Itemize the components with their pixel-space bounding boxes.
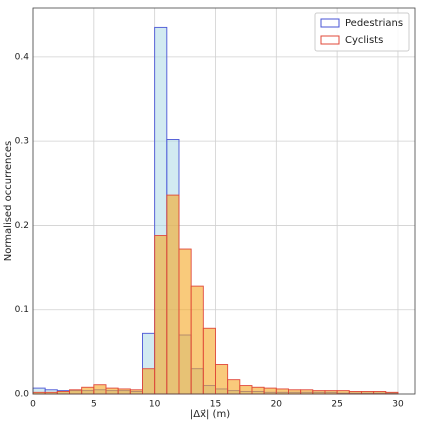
y-tick-label: 0.1 (15, 305, 29, 315)
histogram-bar (324, 390, 338, 395)
histogram-bar (215, 364, 229, 395)
histogram-bar (251, 386, 265, 395)
histogram-bar (190, 285, 204, 395)
x-tick-label: 30 (392, 400, 404, 410)
legend-label: Cyclists (345, 35, 383, 46)
histogram-bar (93, 384, 107, 395)
legend-label: Pedestrians (345, 18, 403, 29)
histogram-bar (288, 389, 302, 395)
x-tick-label: 5 (91, 400, 97, 410)
histogram-bar (178, 248, 192, 395)
histogram-bar (239, 385, 253, 395)
x-tick-label: 10 (149, 400, 161, 410)
histogram-bar (336, 390, 350, 395)
histogram-bar (81, 386, 95, 395)
y-tick-label: 0.3 (15, 137, 29, 147)
x-tick-label: 20 (271, 400, 283, 410)
histogram-bar (275, 388, 289, 395)
histogram-bar (227, 379, 241, 395)
histogram-bar (312, 390, 326, 395)
legend-swatch (320, 35, 340, 45)
histogram-bar (300, 389, 314, 395)
histogram-bar (129, 389, 143, 395)
y-tick-label: 0.0 (15, 390, 30, 400)
x-tick-label: 15 (210, 400, 221, 410)
histogram-bar (263, 387, 277, 395)
x-tick-label: 25 (331, 400, 342, 410)
histogram-bar (142, 368, 156, 395)
plot-frame (32, 7, 416, 395)
y-tick-label: 0.4 (15, 52, 30, 62)
legend-swatch (320, 18, 340, 28)
x-tick-label: 0 (30, 400, 36, 410)
x-axis-label: |Δx⃗| (m) (190, 409, 230, 420)
histogram-bar (117, 388, 131, 395)
y-tick-label: 0.2 (15, 221, 29, 231)
histogram-bar (105, 387, 119, 395)
histogram-bar (166, 194, 180, 395)
histogram-bar (154, 235, 168, 395)
histogram-bar (202, 327, 216, 395)
y-axis-label: Normalised occurrences (3, 141, 14, 261)
histogram-bar (69, 389, 83, 395)
